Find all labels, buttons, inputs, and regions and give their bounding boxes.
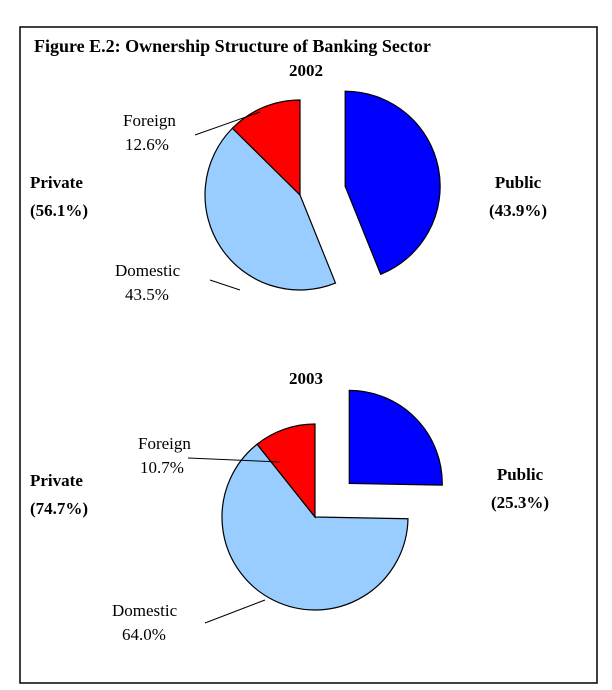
slice-label: Domestic: [112, 601, 178, 620]
group-label: Private: [30, 173, 83, 192]
pie-slice: [256, 423, 316, 519]
slice-value: 43.5%: [125, 285, 169, 304]
pie-slice: [348, 389, 443, 486]
slice-label: Public: [495, 173, 542, 192]
slice-label: Foreign: [123, 111, 176, 130]
slice-value: 10.7%: [140, 458, 184, 477]
slice-label: Foreign: [138, 434, 191, 453]
figure-title: Figure E.2: Ownership Structure of Banki…: [34, 36, 431, 56]
group-label: Private: [30, 471, 83, 490]
group-value: (74.7%): [30, 499, 88, 518]
pie-slice: [204, 127, 337, 291]
pie-slice: [231, 99, 301, 197]
frame: [19, 26, 598, 684]
slice-value: (43.9%): [489, 201, 547, 220]
leader-line: [194, 111, 261, 136]
pie-title: 2003: [289, 369, 323, 388]
group-value: (56.1%): [30, 201, 88, 220]
pie-title: 2002: [289, 61, 323, 80]
leader-line: [187, 457, 281, 463]
pie-slice: [344, 90, 441, 276]
pie-slice: [221, 443, 409, 611]
slice-label: Domestic: [115, 261, 181, 280]
slice-value: (25.3%): [491, 493, 549, 512]
slice-value: 64.0%: [122, 625, 166, 644]
leader-line: [209, 279, 241, 291]
leader-line: [204, 599, 266, 624]
slice-value: 12.6%: [125, 135, 169, 154]
slice-label: Public: [497, 465, 544, 484]
